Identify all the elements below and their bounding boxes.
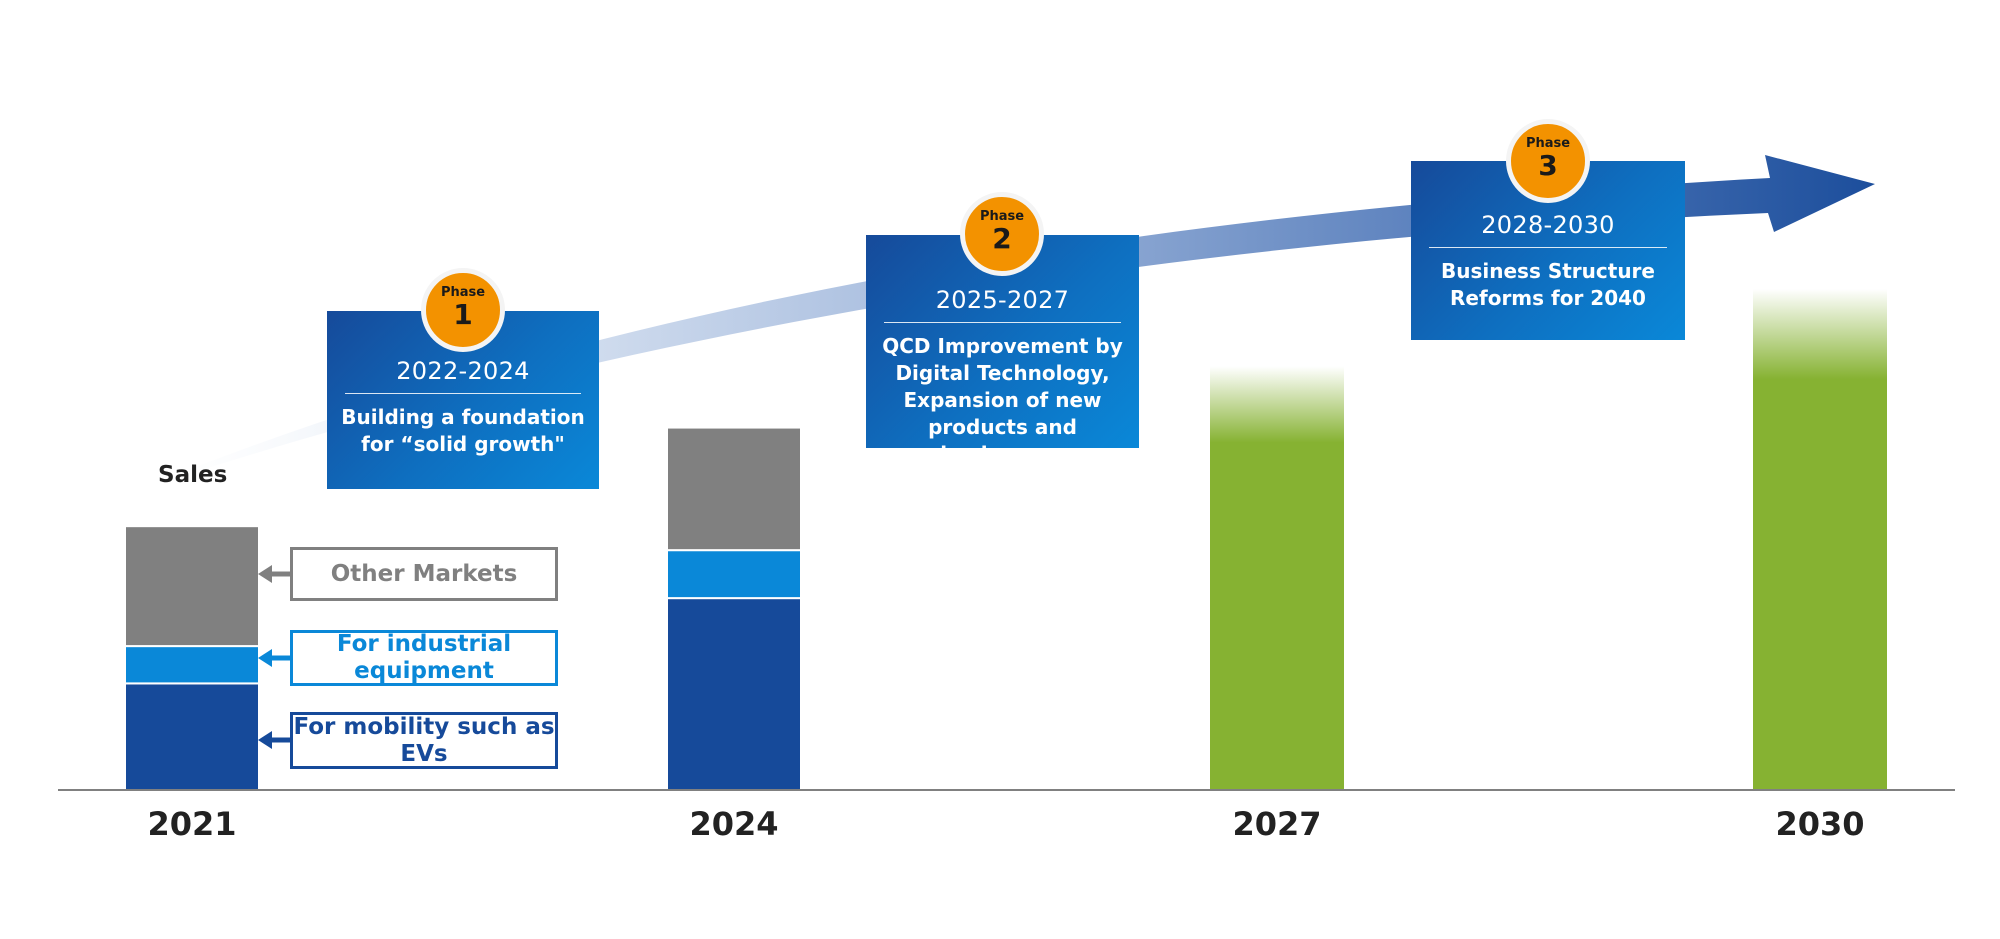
legend-other-markets: Other Markets (290, 547, 558, 601)
bar-2024-series-2 (666, 426, 802, 552)
bar-2021-series-1 (124, 645, 260, 685)
phase-3-badge-label: Phase (1525, 136, 1571, 151)
phase-2-divider (884, 322, 1121, 323)
phase-2-badge-label: Phase (979, 209, 1025, 224)
phase-2-description: QCD Improvement by Digital Technology, E… (882, 334, 1123, 466)
phase-3-divider (1429, 247, 1667, 248)
legend-arrow-other (258, 565, 290, 583)
phase-1-description: Building a foundation for “solid growth" (341, 405, 585, 456)
phase-3-badge-number: 3 (1538, 149, 1558, 182)
x-tick-2030: 2030 (1775, 805, 1865, 843)
growth-arrow (125, 155, 1875, 495)
phase-3-years: 2028-2030 (1481, 211, 1615, 239)
bar-2021-series-0 (124, 682, 260, 792)
phase-2-years: 2025-2027 (935, 286, 1070, 314)
phase-1-badge: Phase 1 (421, 268, 505, 352)
x-tick-2024: 2024 (689, 805, 779, 843)
legend-mobility: For mobility such as EVs (290, 712, 558, 769)
phase-1-badge-number: 1 (453, 298, 473, 331)
legend-other-markets-label: Other Markets (330, 560, 518, 587)
y-axis-label: Sales (158, 462, 228, 488)
phase-1-badge-label: Phase (440, 285, 486, 300)
phase-3-badge: Phase 3 (1506, 119, 1590, 203)
bar-2024-series-1 (666, 549, 802, 600)
bar-2024-series-0 (666, 597, 802, 791)
x-tick-2021: 2021 (147, 805, 237, 843)
legend-arrow-mobility (258, 731, 290, 749)
phase-1-years: 2022-2024 (396, 357, 530, 385)
legend-industrial-label: For industrial equipment (336, 631, 512, 684)
phase-2-badge-number: 2 (992, 222, 1012, 255)
bar-2027-projection (1210, 366, 1344, 790)
legend-mobility-label: For mobility such as EVs (293, 713, 555, 767)
x-tick-2027: 2027 (1232, 805, 1322, 843)
legend-arrow-industrial (258, 649, 290, 667)
phase-2-badge: Phase 2 (960, 192, 1044, 276)
phase-1-divider (345, 393, 581, 394)
legend-industrial: For industrial equipment (290, 630, 558, 686)
phase-3-description: Business Structure Reforms for 2040 (1441, 259, 1655, 310)
bar-2030-projection (1753, 288, 1887, 790)
bar-2021-series-2 (124, 525, 260, 648)
